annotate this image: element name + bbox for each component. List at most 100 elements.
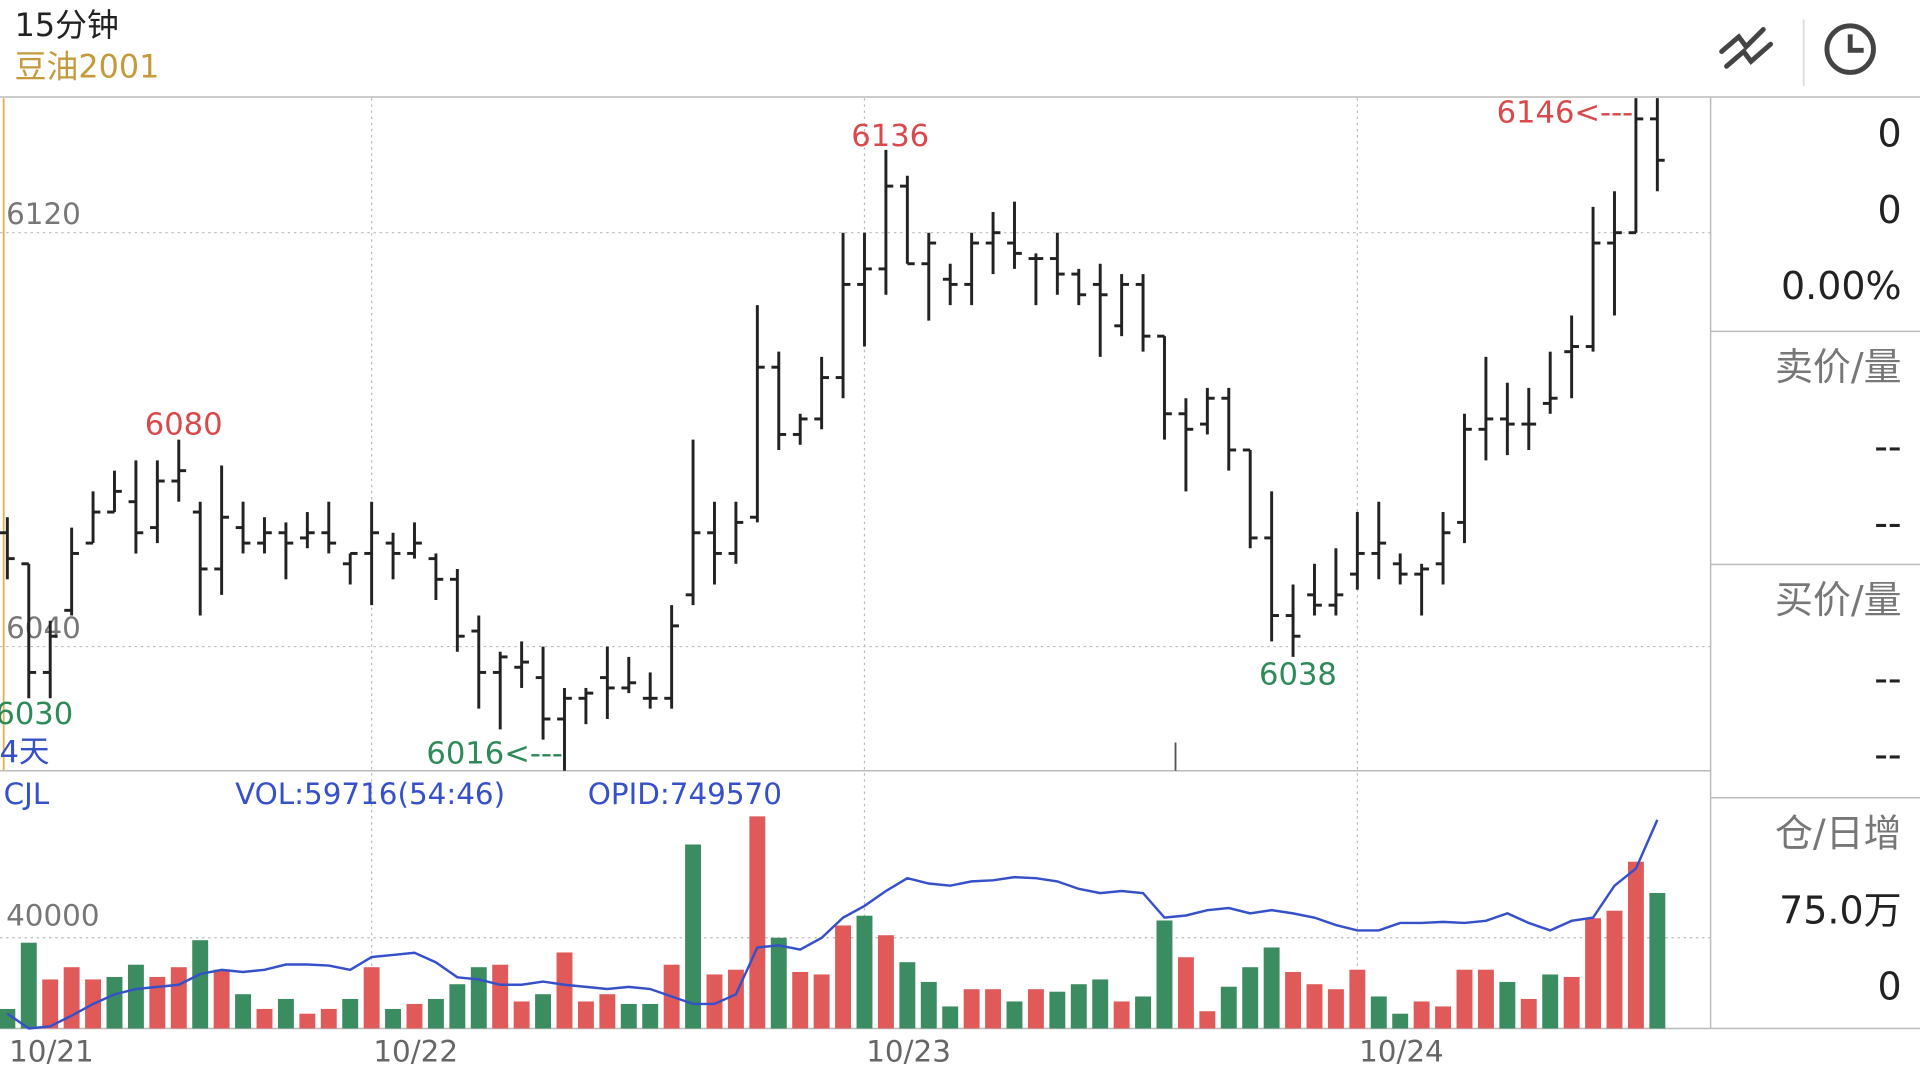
volume-bar [470, 967, 487, 1029]
volume-bar [792, 971, 809, 1029]
volume-bar [1606, 910, 1623, 1029]
volume-bar [1242, 967, 1259, 1029]
annotation: 6016<--- [426, 736, 563, 771]
volume-bar [1499, 981, 1516, 1029]
annotation: 6136 [851, 119, 929, 154]
x-tick-label: 10/22 [373, 1034, 458, 1068]
panel-heading: 买价/量 [1775, 578, 1902, 622]
volume-bar [363, 967, 380, 1029]
volume-bar [1435, 1006, 1452, 1029]
volume-bar [277, 998, 294, 1029]
volume-bar [149, 976, 166, 1029]
icon-line [1724, 41, 1774, 69]
volume-bar [1649, 892, 1666, 1029]
draw-tool-icon[interactable] [1719, 27, 1774, 69]
volume-bar [1177, 957, 1194, 1029]
volume-bar [1199, 1011, 1216, 1029]
panel-value: -- [1874, 501, 1901, 545]
legend-entry: OPID:749570 [588, 777, 782, 811]
period: 15分钟 [15, 6, 119, 44]
panel-heading: 卖价/量 [1775, 345, 1902, 389]
volume-bar [770, 937, 787, 1029]
volume-bar [1349, 969, 1366, 1029]
volume-bar [1006, 1001, 1023, 1029]
volume-bar [749, 816, 766, 1029]
volume-bar [985, 989, 1002, 1029]
legend-entry: VOL:59716(54:46) [235, 777, 505, 811]
volume-bar [449, 984, 466, 1029]
x-tick-label: 10/21 [9, 1034, 94, 1068]
volume-bar [192, 940, 209, 1029]
icon-line [1719, 27, 1766, 54]
volume-bar [1285, 971, 1302, 1029]
volume-bar [1092, 979, 1109, 1029]
volume-bar [1156, 920, 1173, 1029]
panel-label: CJL [4, 777, 50, 811]
volume-bar [342, 998, 359, 1029]
clock-icon[interactable] [1824, 23, 1876, 75]
volume-bar [1563, 976, 1580, 1029]
volume-bar [963, 989, 980, 1029]
panel-value: 0 [1877, 112, 1901, 156]
annotation: 6030 [0, 697, 73, 732]
volume-bar [642, 1003, 659, 1029]
volume-bar [213, 969, 230, 1029]
volume-bar [20, 942, 37, 1029]
volume-bar [856, 915, 873, 1029]
panel-value: -- [1874, 425, 1901, 469]
volume-bar [706, 974, 723, 1029]
volume-bar [42, 979, 59, 1029]
volume-bar [1627, 861, 1644, 1029]
volume-bar [899, 962, 916, 1029]
volume-bar [1113, 1001, 1130, 1029]
opid-line [6, 819, 1659, 1030]
volume-bar [599, 994, 616, 1029]
x-tick-label: 10/23 [866, 1034, 951, 1068]
volume-bar [685, 844, 702, 1029]
annotation: 6080 [145, 407, 223, 442]
volume-bar [1135, 996, 1152, 1029]
panel-value: 0.00% [1781, 264, 1902, 308]
volume-bar [942, 1006, 959, 1029]
x-tick-label: 10/24 [1359, 1034, 1444, 1068]
volume-bar [1370, 996, 1387, 1029]
volume-bar [256, 1008, 273, 1029]
panel-value: -- [1874, 733, 1901, 777]
volume-bar [1392, 1013, 1409, 1029]
annotation: 6146<--- [1497, 96, 1634, 131]
annotation: 4天 [0, 735, 50, 770]
volume-bar [1070, 984, 1087, 1029]
volume-bar [385, 1008, 402, 1029]
icon-circle [1824, 23, 1876, 75]
volume-bar [0, 1008, 16, 1029]
icon-hands [1847, 34, 1864, 53]
volume-bar [1327, 989, 1344, 1029]
volume-bar [406, 1003, 423, 1029]
volume-bar [513, 1001, 530, 1029]
volume-bar [877, 935, 894, 1029]
volume-bar [1220, 986, 1237, 1029]
volume-bar [235, 994, 252, 1029]
volume-bar [920, 981, 937, 1029]
panel-value: 75.0万 [1779, 889, 1901, 933]
volume-bar [1585, 918, 1602, 1029]
volume-bar [1542, 974, 1559, 1029]
volume-bar [320, 1008, 337, 1029]
y-tick-label: 6040 [6, 611, 81, 645]
panel-value: -- [1874, 657, 1901, 701]
volume-bar [1306, 984, 1323, 1029]
volume-bar [727, 969, 744, 1029]
volume-bar [577, 1001, 594, 1029]
panel-value: 0 [1877, 965, 1901, 1009]
volume-bar [620, 1003, 637, 1029]
volume-bar [535, 994, 552, 1029]
volume-bar [835, 925, 852, 1029]
annotation: 6038 [1259, 658, 1337, 693]
symbol: 豆油2001 [15, 48, 160, 86]
y-tick-label: 6120 [6, 197, 81, 231]
volume-bar [1049, 991, 1066, 1029]
volume-bar [813, 974, 830, 1029]
ohlc-bars [0, 98, 1665, 771]
